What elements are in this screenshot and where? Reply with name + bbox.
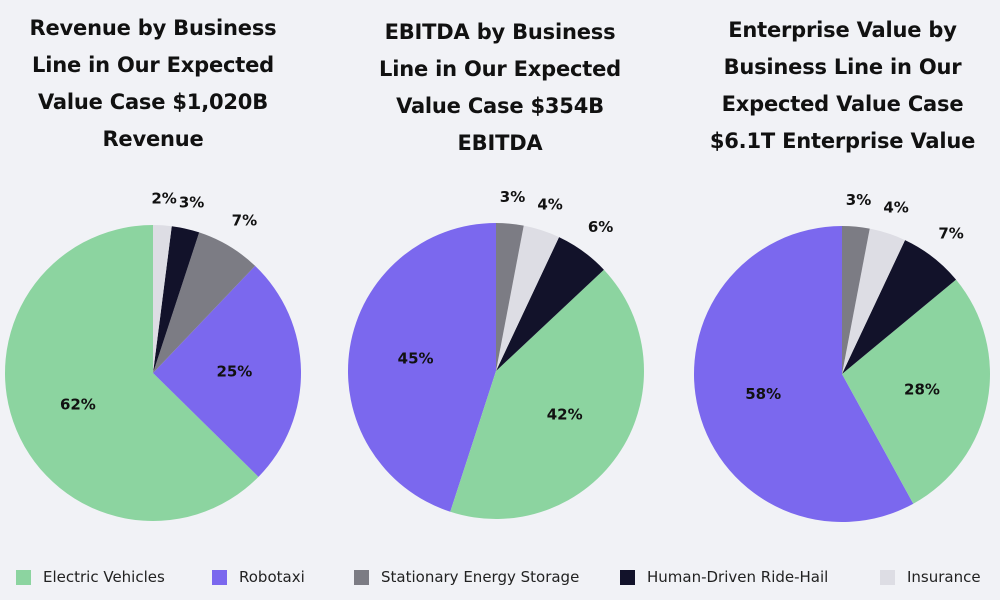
- chart-title-ebitda: EBITDA by Business Line in Our Expected …: [350, 14, 650, 162]
- slice-label-stationary-energy-storage: 3%: [846, 191, 871, 209]
- pie-slice-robotaxi: [153, 265, 301, 477]
- legend: Electric Vehicles Robotaxi Stationary En…: [16, 568, 996, 592]
- legend-swatch: [620, 569, 635, 585]
- legend-swatch: [354, 569, 369, 585]
- title-line: $6.1T Enterprise Value: [709, 129, 976, 153]
- pie-slice-electric-vehicles: [450, 269, 645, 520]
- slice-label-robotaxi: 25%: [216, 363, 252, 381]
- title-line: Enterprise Value by: [728, 18, 957, 42]
- legend-label: Human-Driven Ride-Hail: [647, 568, 829, 586]
- pie-slice-electric-vehicles: [842, 279, 991, 504]
- slice-label-stationary-energy-storage: 7%: [232, 211, 257, 229]
- pie-slice-robotaxi: [347, 222, 496, 512]
- title-line: EBITDA: [457, 131, 543, 155]
- legend-item-human-driven-ride-hail: Human-Driven Ride-Hail: [620, 568, 828, 586]
- slice-label-human-driven-ride-hail: 3%: [179, 193, 204, 211]
- title-line: Line in Our Expected: [32, 53, 274, 77]
- pie-slice-insurance: [153, 225, 172, 373]
- pie-slice-stationary-energy-storage: [153, 232, 256, 373]
- pie-slice-insurance: [842, 228, 906, 374]
- slice-label-robotaxi: 45%: [398, 349, 434, 367]
- chart-title-revenue: Revenue by Business Line in Our Expected…: [8, 10, 298, 158]
- pie-slice-human-driven-ride-hail: [153, 226, 200, 373]
- pie-slice-human-driven-ride-hail: [842, 240, 957, 374]
- title-line: Value Case $1,020B: [37, 90, 269, 114]
- legend-item-electric-vehicles: Electric Vehicles: [16, 568, 165, 586]
- legend-item-stationary-energy-storage: Stationary Energy Storage: [354, 568, 579, 586]
- legend-label: Insurance: [907, 568, 981, 586]
- pie-slice-stationary-energy-storage: [842, 226, 870, 374]
- legend-label: Stationary Energy Storage: [381, 568, 580, 586]
- slice-label-insurance: 4%: [537, 196, 562, 214]
- slice-label-human-driven-ride-hail: 6%: [588, 218, 613, 236]
- legend-label: Robotaxi: [239, 568, 305, 586]
- title-line: Revenue: [102, 127, 204, 151]
- legend-item-robotaxi: Robotaxi: [212, 568, 305, 586]
- pie-slice-human-driven-ride-hail: [496, 237, 604, 371]
- title-line: Revenue by Business: [29, 16, 277, 40]
- title-line: Line in Our Expected: [379, 57, 621, 81]
- slice-label-electric-vehicles: 42%: [547, 406, 583, 424]
- title-line: EBITDA by Business: [384, 20, 616, 44]
- legend-swatch: [16, 569, 31, 585]
- slice-label-robotaxi: 58%: [745, 385, 781, 403]
- slice-label-insurance: 4%: [883, 199, 908, 217]
- slice-label-human-driven-ride-hail: 7%: [938, 224, 963, 242]
- pie-slice-stationary-energy-storage: [496, 223, 524, 371]
- legend-swatch: [880, 569, 895, 585]
- legend-item-insurance: Insurance: [880, 568, 981, 586]
- legend-label: Electric Vehicles: [43, 568, 165, 586]
- title-line: Business Line in Our: [723, 55, 962, 79]
- pie-slice-robotaxi: [693, 225, 914, 522]
- title-line: Expected Value Case: [721, 92, 964, 116]
- chart-title-enterprise-value: Enterprise Value by Business Line in Our…: [690, 12, 995, 160]
- slice-label-insurance: 2%: [151, 189, 176, 207]
- pie-slice-insurance: [496, 225, 560, 371]
- pie-charts: 62%25%7%3%2%45%42%6%4%3%58% 28%7%4%3%: [5, 188, 991, 522]
- legend-swatch: [212, 569, 227, 585]
- pie-slice-electric-vehicles: [5, 225, 259, 521]
- title-line: Value Case $354B: [396, 94, 604, 118]
- slice-label-stationary-energy-storage: 3%: [500, 188, 525, 206]
- slice-label-electric-vehicles: 28%: [904, 380, 940, 398]
- slice-label-electric-vehicles: 62%: [60, 395, 96, 413]
